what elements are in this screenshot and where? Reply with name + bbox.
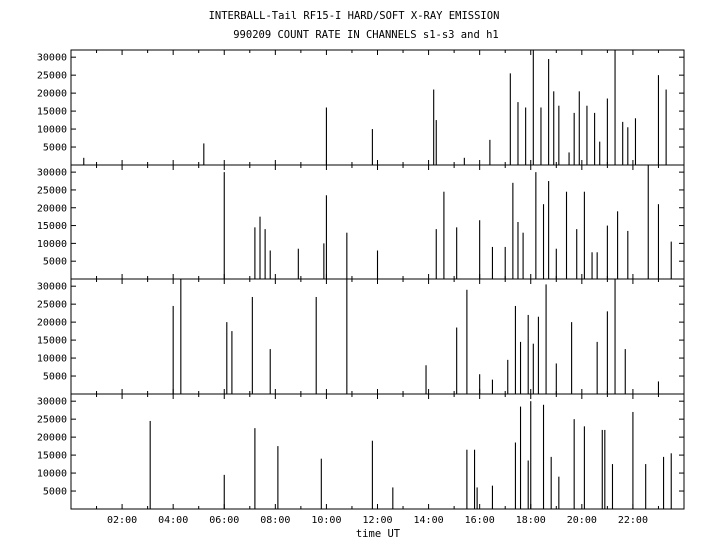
panel-s1: 5000 10000 15000 20000 25000 30000 (37, 49, 685, 166)
panel-frame (70, 49, 685, 166)
y-tick-label: 20000 (37, 318, 67, 329)
y-tick-label: 20000 (37, 433, 67, 444)
y-tick-label: 25000 (37, 415, 67, 426)
y-tick-label: 10000 (37, 354, 67, 365)
panel-frame (70, 393, 685, 510)
x-tick-label: 10:00 (311, 515, 341, 526)
y-tick-label: 25000 (37, 300, 67, 311)
y-tick-label: 15000 (37, 336, 67, 347)
x-tick-label: 02:00 (107, 515, 137, 526)
x-axis-label: time UT (356, 528, 401, 540)
panel-s2: 5000 10000 15000 20000 25000 30000 (37, 164, 685, 280)
y-tick-label: 20000 (37, 203, 67, 214)
y-tick-label: 30000 (37, 397, 67, 408)
y-tick-label: 5000 (43, 143, 67, 154)
x-tick-label: 22:00 (618, 515, 648, 526)
x-tick-label: 08:00 (260, 515, 290, 526)
x-tick-label: 12:00 (362, 515, 392, 526)
chart-panels: 5000 10000 15000 20000 25000 30000 5000 10000 15… (37, 49, 685, 526)
y-tick-label: 25000 (37, 185, 67, 196)
x-tick-label: 20:00 (567, 515, 597, 526)
chart-title-line1: INTERBALL-Tail RF15-I HARD/SOFT X-RAY EM… (209, 10, 500, 22)
y-tick-label: 15000 (37, 451, 67, 462)
y-tick-label: 30000 (37, 168, 67, 179)
x-tick-label: 06:00 (209, 515, 239, 526)
panel-s3: 5000 10000 15000 20000 25000 30000 (37, 278, 685, 395)
x-tick-label: 18:00 (516, 515, 546, 526)
y-tick-label: 10000 (37, 239, 67, 250)
y-tick-label: 10000 (37, 125, 67, 136)
y-tick-label: 15000 (37, 107, 67, 118)
y-tick-label: 10000 (37, 469, 67, 480)
y-tick-label: 5000 (43, 372, 67, 383)
y-tick-label: 5000 (43, 487, 67, 498)
x-tick-label: 14:00 (414, 515, 444, 526)
y-tick-label: 30000 (37, 282, 67, 293)
y-tick-label: 15000 (37, 221, 67, 232)
y-tick-label: 30000 (37, 53, 67, 64)
chart-title-line2: 990209 COUNT RATE IN CHANNELS s1-s3 and … (233, 29, 499, 41)
x-tick-label: 04:00 (158, 515, 188, 526)
panel-frame (70, 278, 685, 395)
panel-h1: 5000 10000 15000 20000 25000 30000 02:00 04:00 0… (37, 393, 685, 526)
y-tick-label: 20000 (37, 89, 67, 100)
y-tick-label: 25000 (37, 71, 67, 82)
x-tick-label: 16:00 (465, 515, 495, 526)
y-tick-label: 5000 (43, 257, 67, 268)
